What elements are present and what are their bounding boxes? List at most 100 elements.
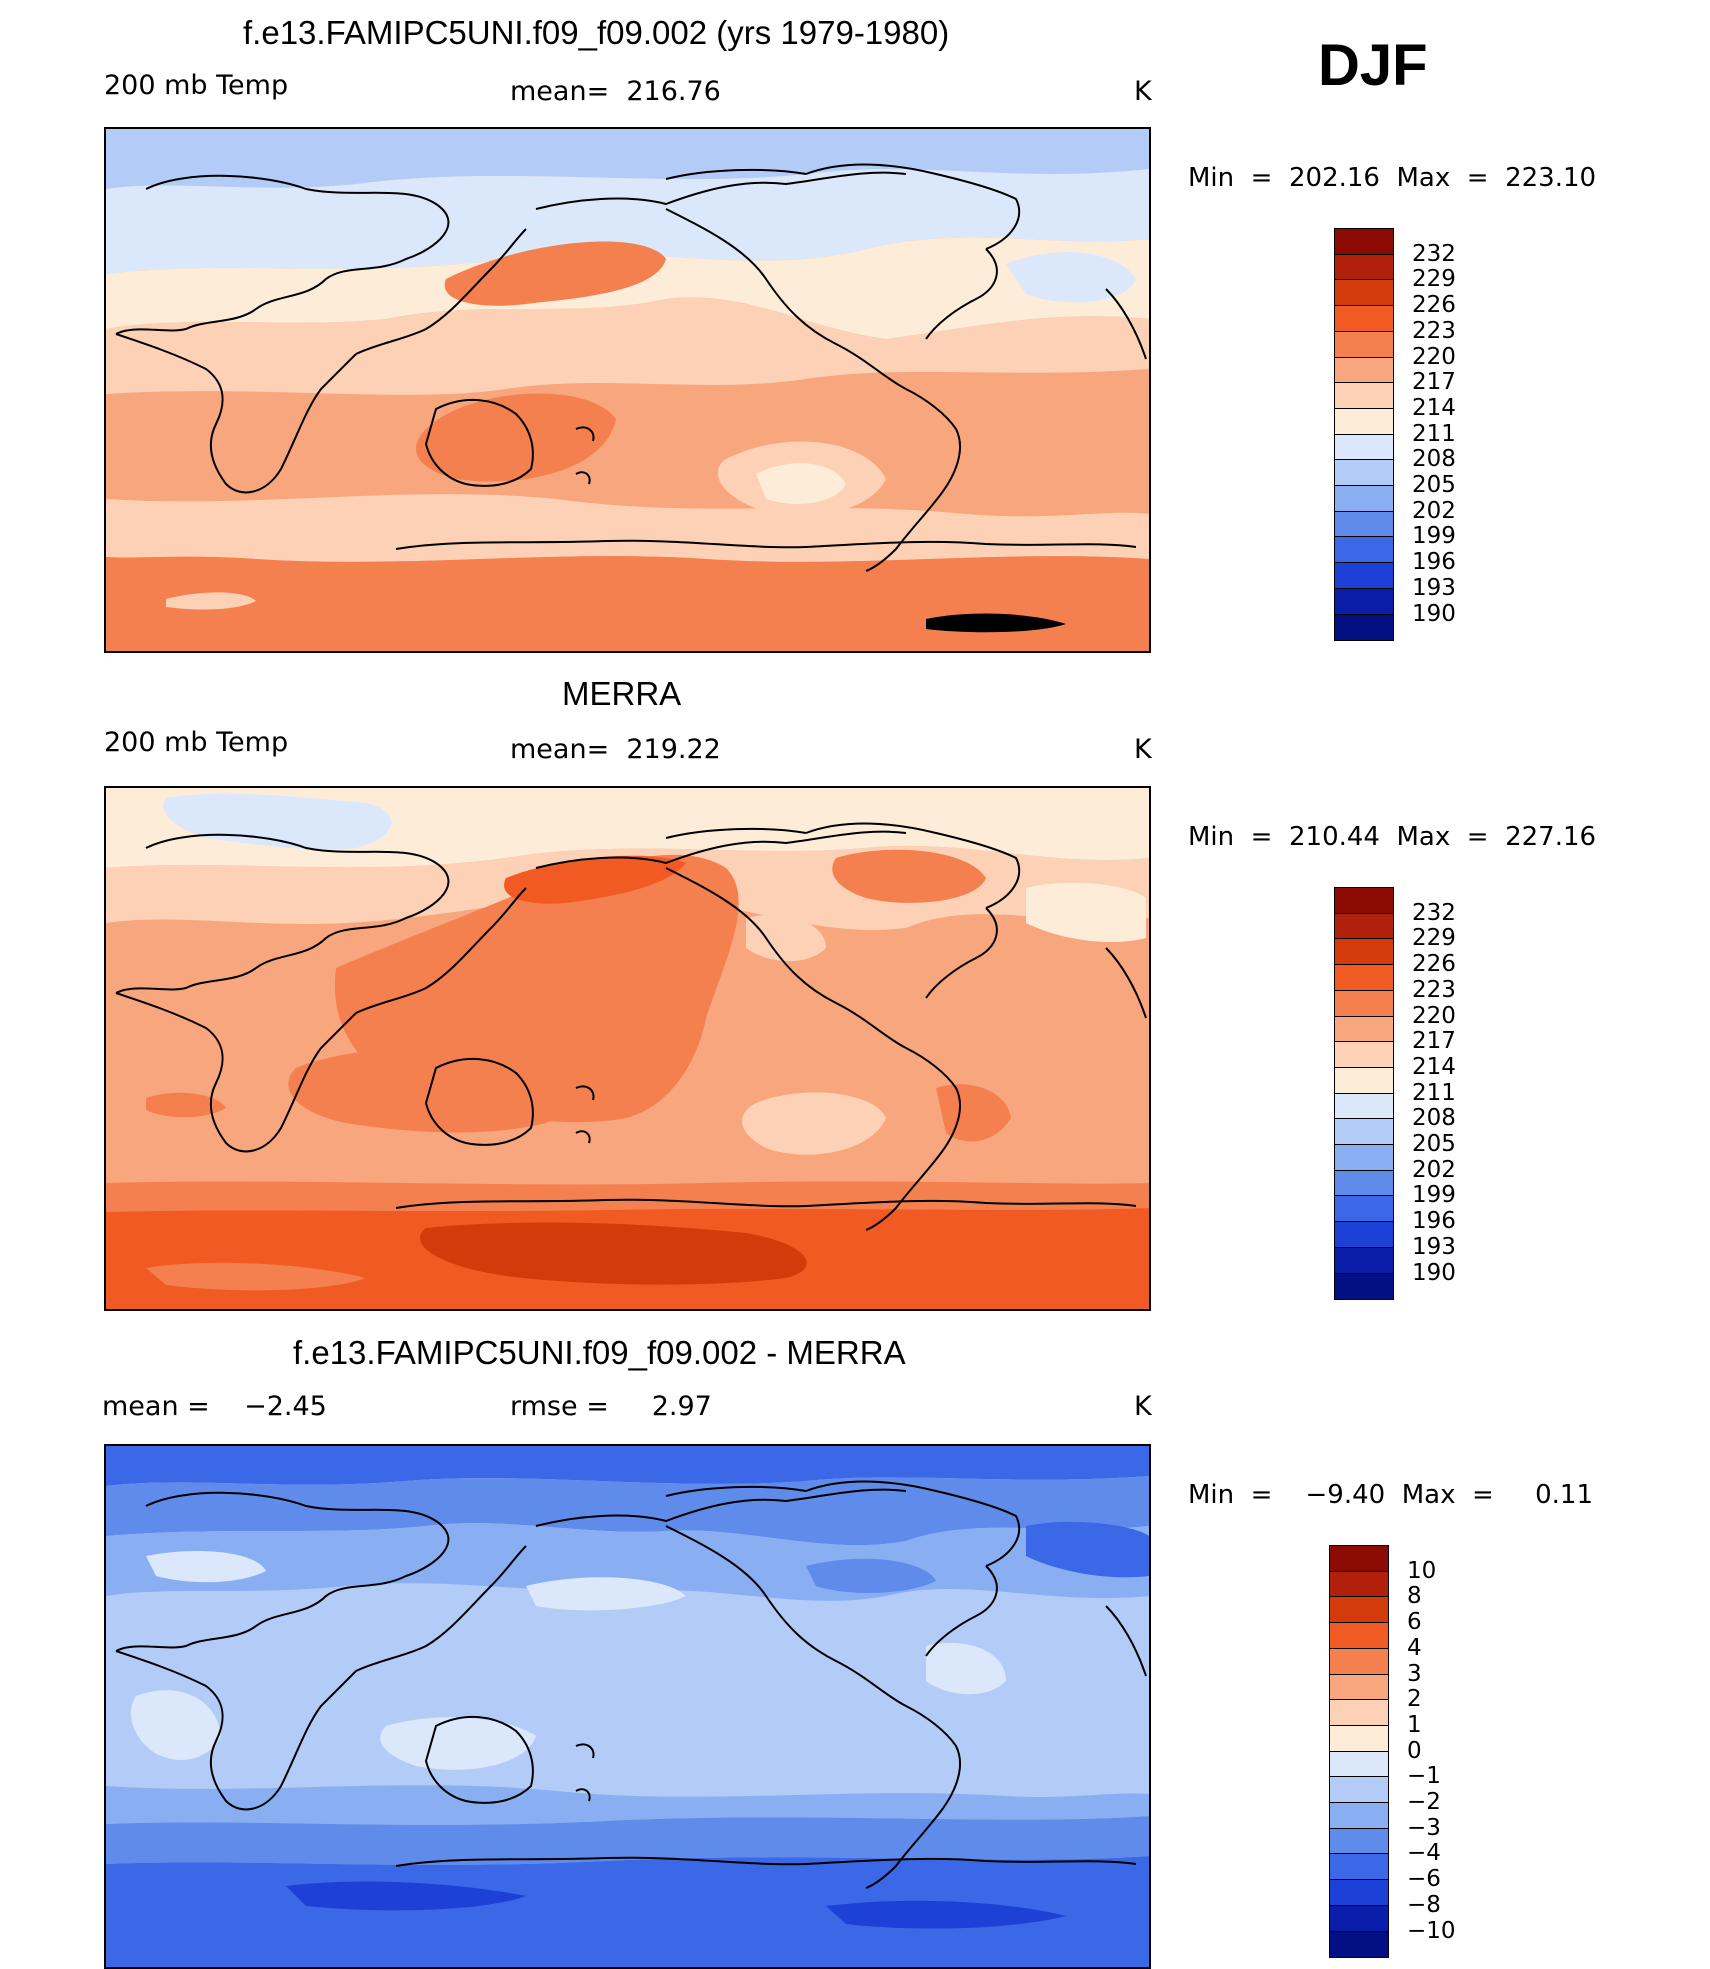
colorbar-label: 226 <box>1412 292 1456 319</box>
colorbar-swatch <box>1334 253 1394 281</box>
panel-1-contour-field <box>106 129 1149 651</box>
colorbar-swatch <box>1334 887 1394 915</box>
colorbar-label: 8 <box>1407 1583 1422 1610</box>
colorbar-swatch <box>1334 433 1394 461</box>
colorbar-swatch <box>1334 1015 1394 1043</box>
colorbar-swatch <box>1334 1169 1394 1197</box>
colorbar-swatch <box>1334 1221 1394 1249</box>
colorbar-label: 0 <box>1407 1737 1422 1764</box>
panel-1-map <box>104 127 1151 653</box>
colorbar-label: 205 <box>1412 1131 1456 1157</box>
colorbar-swatch <box>1334 1066 1394 1095</box>
colorbar-label: 223 <box>1412 976 1456 1003</box>
colorbar-swatch <box>1334 279 1394 307</box>
colorbar-label: 232 <box>1412 899 1456 926</box>
colorbar-label: 199 <box>1412 1182 1456 1209</box>
colorbar-swatch <box>1329 1879 1389 1907</box>
colorbar-label: 226 <box>1412 951 1456 978</box>
colorbar-label: 232 <box>1412 240 1456 267</box>
colorbar-label: −1 <box>1407 1763 1441 1790</box>
colorbar-swatch <box>1334 613 1394 641</box>
colorbar-label: −4 <box>1407 1840 1441 1867</box>
colorbar-label: 202 <box>1412 1156 1456 1183</box>
colorbar-label: 196 <box>1412 549 1456 576</box>
colorbar-swatch <box>1334 1246 1394 1274</box>
panel-2-left-label: 200 mb Temp <box>104 727 289 758</box>
colorbar-swatch <box>1334 1195 1394 1223</box>
colorbar-swatch <box>1329 1802 1389 1830</box>
colorbar-label: 3 <box>1407 1660 1422 1687</box>
colorbar-swatch <box>1334 989 1394 1017</box>
colorbar-label: 214 <box>1412 394 1456 421</box>
colorbar-swatch <box>1334 1144 1394 1172</box>
colorbar-label: 4 <box>1407 1634 1422 1661</box>
colorbar-swatch <box>1329 1904 1389 1932</box>
panel-3-units-label: K <box>1134 1391 1152 1422</box>
colorbar-swatch <box>1334 228 1394 256</box>
colorbar-label: 208 <box>1412 446 1456 473</box>
panel-2-units-label: K <box>1134 734 1152 765</box>
panel-2-minmax: Min = 210.44 Max = 227.16 <box>1188 822 1597 852</box>
colorbar-swatch <box>1329 1622 1389 1650</box>
panel-2-contour-field <box>106 788 1149 1309</box>
colorbar-label: 217 <box>1412 1028 1456 1055</box>
colorbar-label: 223 <box>1412 317 1456 344</box>
panel-2-map <box>104 786 1151 1311</box>
colorbar-swatch <box>1329 1545 1389 1573</box>
colorbar-swatch <box>1334 1092 1394 1120</box>
colorbar-swatch <box>1334 1272 1394 1300</box>
colorbar-swatch <box>1334 536 1394 564</box>
colorbar-label: 214 <box>1412 1053 1456 1080</box>
colorbar-label: 199 <box>1412 523 1456 550</box>
colorbar-swatch <box>1329 1596 1389 1624</box>
panel-1-left-label: 200 mb Temp <box>104 70 289 101</box>
colorbar-label: −8 <box>1407 1891 1441 1918</box>
colorbar-swatch <box>1334 305 1394 333</box>
colorbar-swatch <box>1334 1118 1394 1146</box>
colorbar-label: −2 <box>1407 1789 1441 1815</box>
colorbar-label: 193 <box>1412 574 1456 601</box>
colorbar-label: 2 <box>1407 1686 1422 1713</box>
colorbar-swatch <box>1334 459 1394 487</box>
colorbar-swatch <box>1329 1570 1389 1598</box>
colorbar-swatch <box>1329 1776 1389 1804</box>
colorbar-label: 211 <box>1412 1079 1456 1106</box>
colorbar-label: 193 <box>1412 1233 1456 1260</box>
colorbar-swatch <box>1334 1041 1394 1069</box>
colorbar-swatch <box>1334 912 1394 940</box>
colorbar-swatch <box>1329 1724 1389 1753</box>
panel-1-minmax: Min = 202.16 Max = 223.10 <box>1188 163 1597 193</box>
colorbar-label: −6 <box>1407 1866 1441 1893</box>
colorbar-label: 211 <box>1412 420 1456 447</box>
colorbar-label: 220 <box>1412 1002 1456 1029</box>
season-label: DJF <box>1318 33 1428 98</box>
colorbar-label: 10 <box>1407 1557 1437 1584</box>
colorbar-label: 208 <box>1412 1105 1456 1132</box>
colorbar-swatch <box>1334 485 1394 513</box>
colorbar-swatch <box>1334 407 1394 436</box>
panel-3-rmse-label: rmse = 2.97 <box>510 1391 712 1422</box>
colorbar-label: 220 <box>1412 343 1456 370</box>
colorbar-swatch <box>1329 1930 1389 1958</box>
colorbar-swatch <box>1334 510 1394 538</box>
colorbar-label: 229 <box>1412 266 1456 293</box>
colorbar-label: 205 <box>1412 472 1456 498</box>
colorbar-label: 196 <box>1412 1208 1456 1235</box>
colorbar-swatch <box>1329 1827 1389 1855</box>
colorbar-label: 202 <box>1412 497 1456 524</box>
panel-3-mean-label: mean = −2.45 <box>102 1391 327 1422</box>
panel-1-title: f.e13.FAMIPC5UNI.f09_f09.002 (yrs 1979-1… <box>243 14 950 51</box>
colorbar-label: 190 <box>1412 1259 1456 1286</box>
panel-1-units-label: K <box>1134 76 1152 107</box>
panel-1-mean-label: mean= 216.76 <box>510 76 721 107</box>
panel-3-map <box>104 1444 1151 1969</box>
colorbar-label: 190 <box>1412 600 1456 627</box>
colorbar-label: −3 <box>1407 1814 1441 1841</box>
colorbar-label: 229 <box>1412 925 1456 952</box>
panel-2-mean-label: mean= 219.22 <box>510 734 721 765</box>
colorbar-swatch <box>1334 964 1394 992</box>
colorbar-swatch <box>1334 330 1394 358</box>
colorbar-swatch <box>1329 1673 1389 1701</box>
panel-3-title: f.e13.FAMIPC5UNI.f09_f09.002 - MERRA <box>293 1334 906 1371</box>
colorbar-label: 6 <box>1407 1609 1422 1636</box>
